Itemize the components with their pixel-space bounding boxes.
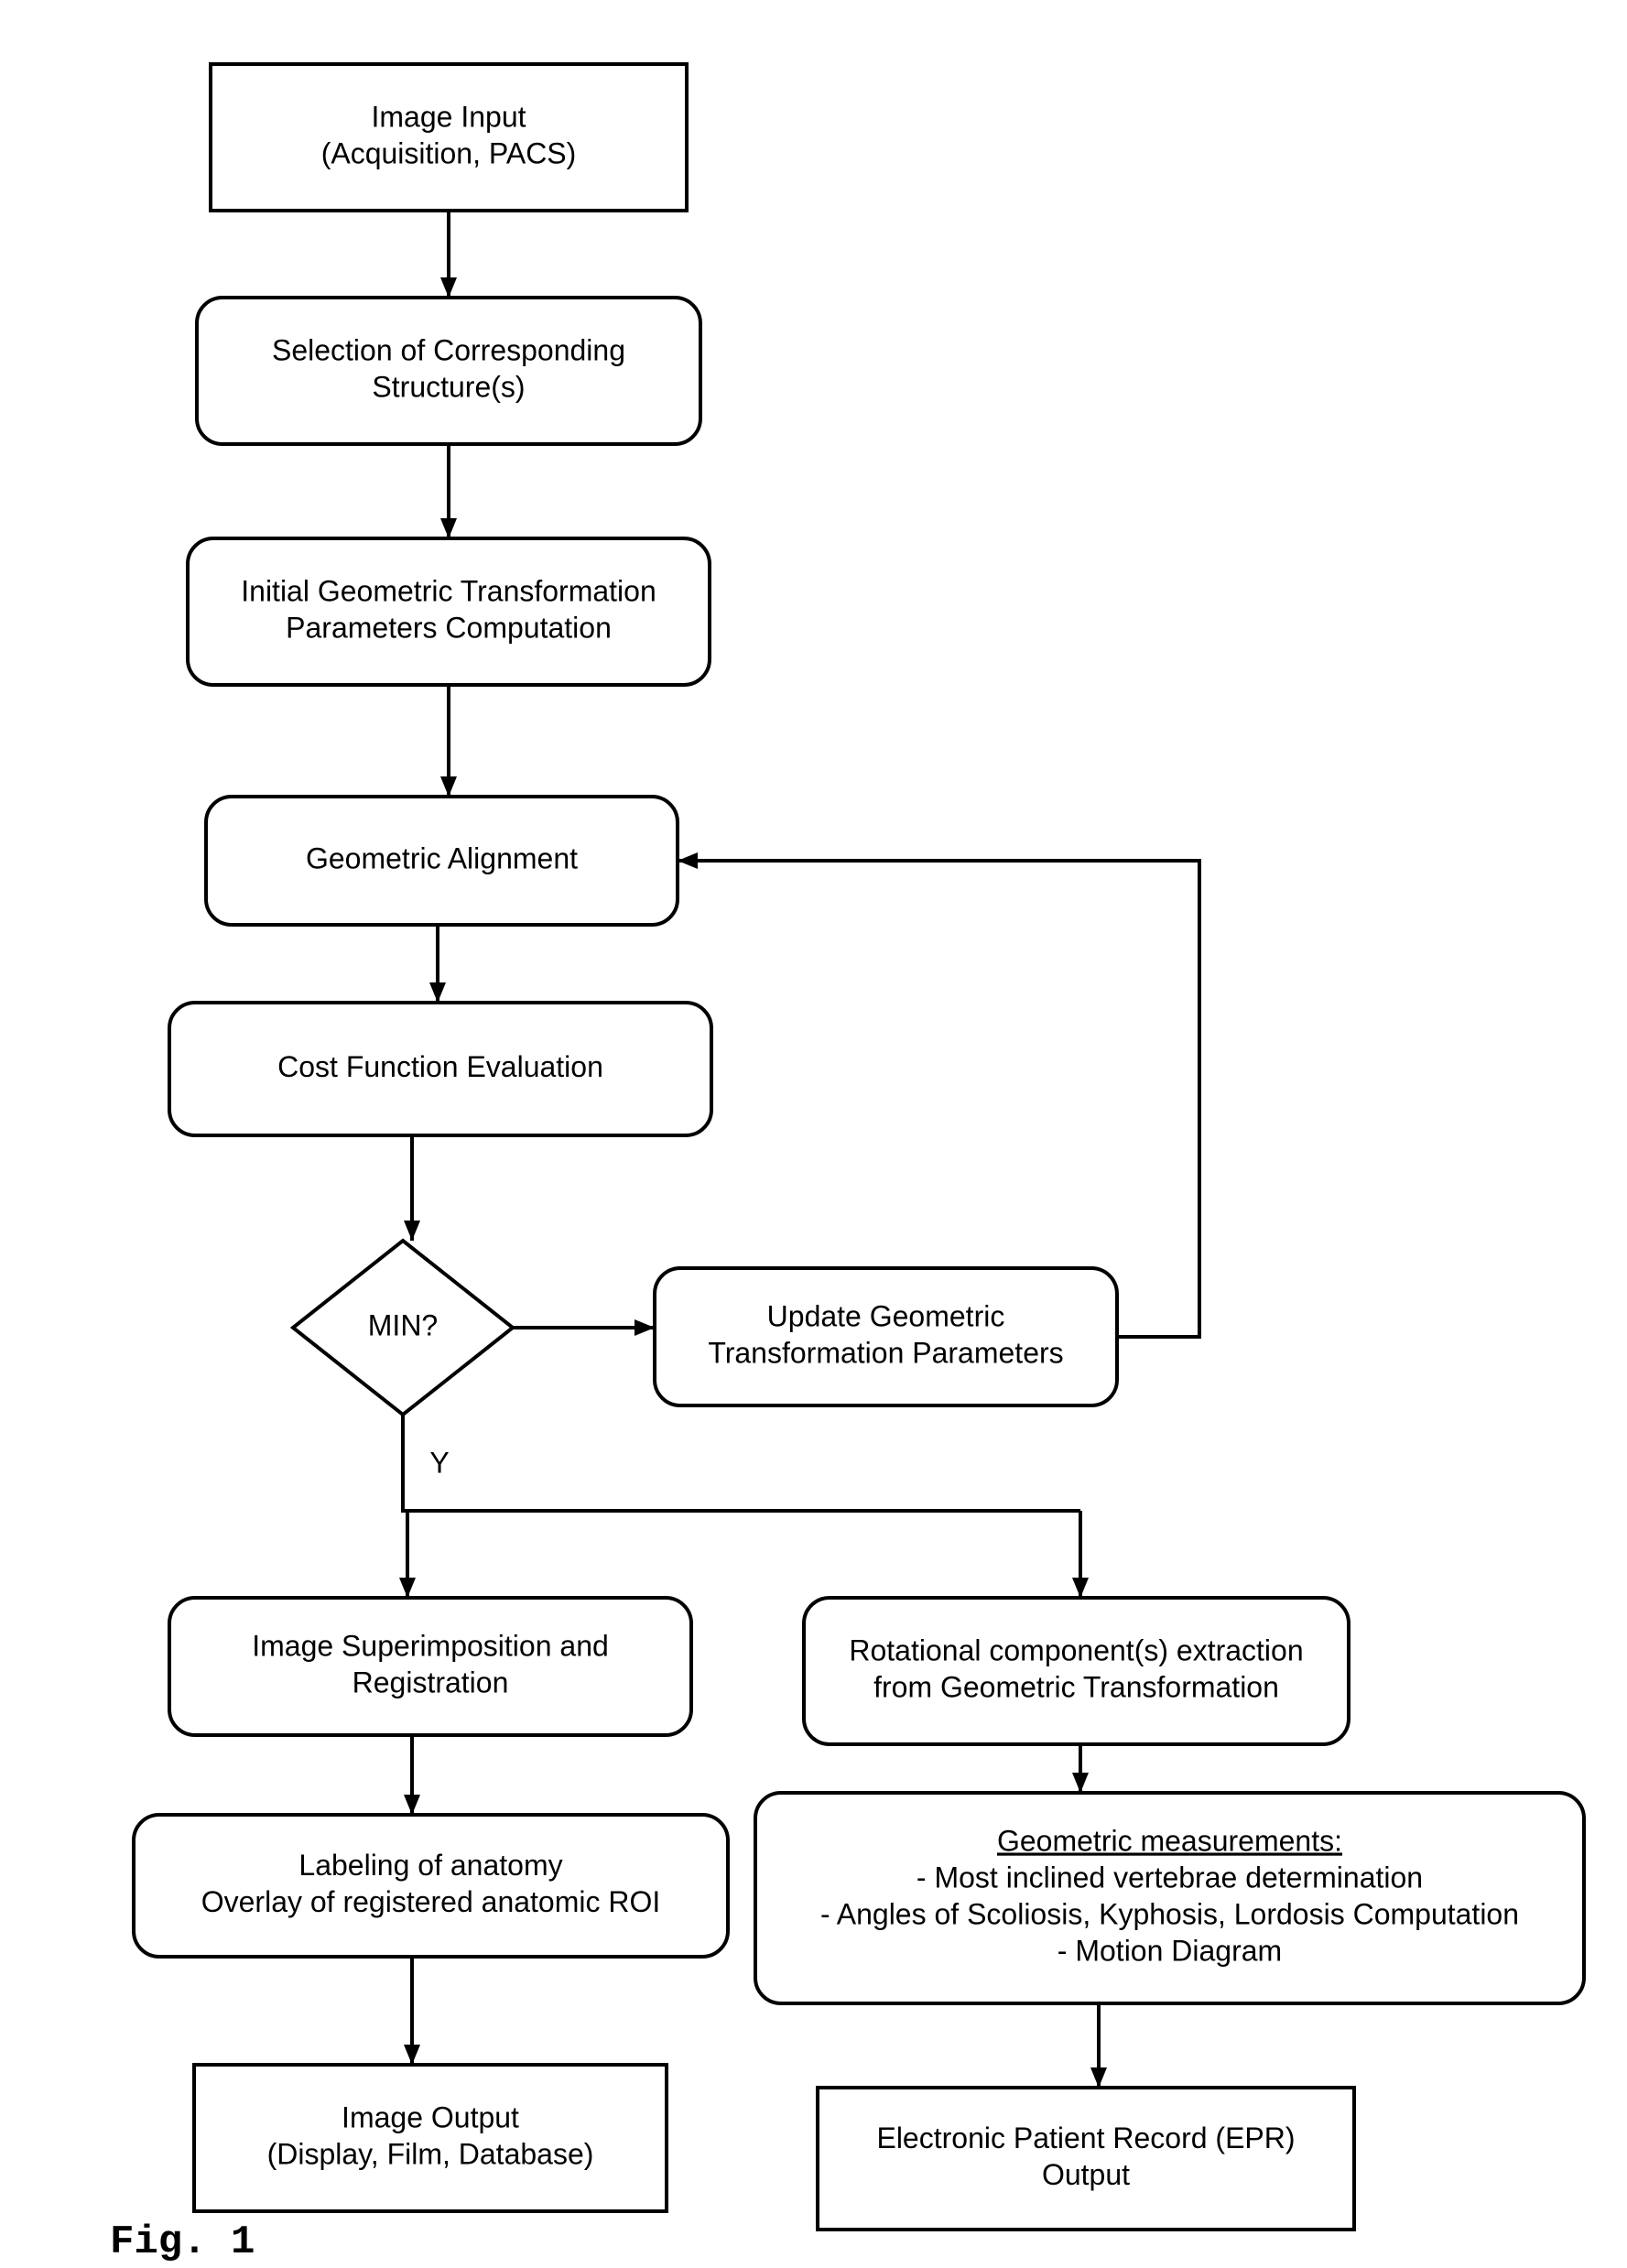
flowchart-canvas: Image Input(Acquisition, PACS) Selection … [0,0,1627,2268]
arrowhead-icon [440,776,457,797]
node-label: Overlay of registered anatomic ROI [201,1885,661,1918]
node-label: - Angles of Scoliosis, Kyphosis, Lordosi… [820,1897,1519,1930]
arrowhead-icon [1072,1773,1089,1793]
node-label: Image Superimposition and [252,1629,609,1662]
node-label: Output [1042,2158,1130,2191]
arrowhead-icon [440,277,457,298]
arrowhead-icon [429,982,446,1003]
node-label: Image Input [372,100,526,133]
node-label: (Display, Film, Database) [267,2137,594,2170]
arrowhead-icon [678,852,698,869]
node-label: from Geometric Transformation [873,1670,1279,1703]
arrowhead-icon [404,1221,420,1241]
node-label: Registration [353,1666,509,1698]
arrowhead-icon [1072,1578,1089,1598]
node-label: Geometric Alignment [306,841,578,874]
figure-caption: Fig. 1 [110,2219,255,2265]
node-label: Labeling of anatomy [298,1849,562,1882]
node-label: Geometric measurements: [997,1824,1342,1857]
node-label: Image Output [342,2100,519,2133]
node-label: Electronic Patient Record (EPR) [876,2122,1295,2154]
node-label: - Motion Diagram [1058,1934,1282,1967]
node-label: (Acquisition, PACS) [321,136,577,169]
node-label: Structure(s) [372,370,525,403]
node-label: Transformation Parameters [708,1336,1063,1369]
arrowhead-icon [404,2045,420,2065]
node-label: Selection of Corresponding [272,333,625,366]
arrowhead-icon [399,1578,416,1598]
arrowhead-icon [1090,2067,1107,2088]
arrowhead-icon [635,1319,655,1336]
node-label: MIN? [368,1308,438,1341]
node-label: Update Geometric [767,1299,1005,1332]
edge-label: Y [429,1446,449,1479]
flow-edge [403,1415,1080,1511]
arrowhead-icon [440,518,457,538]
node-label: Initial Geometric Transformation [241,574,656,607]
arrowhead-icon [404,1795,420,1815]
node-label: Rotational component(s) extraction [849,1633,1303,1666]
flow-edge [678,861,1199,1337]
node-label: - Most inclined vertebrae determination [917,1861,1423,1894]
node-label: Cost Function Evaluation [277,1050,603,1083]
node-label: Parameters Computation [286,611,612,644]
